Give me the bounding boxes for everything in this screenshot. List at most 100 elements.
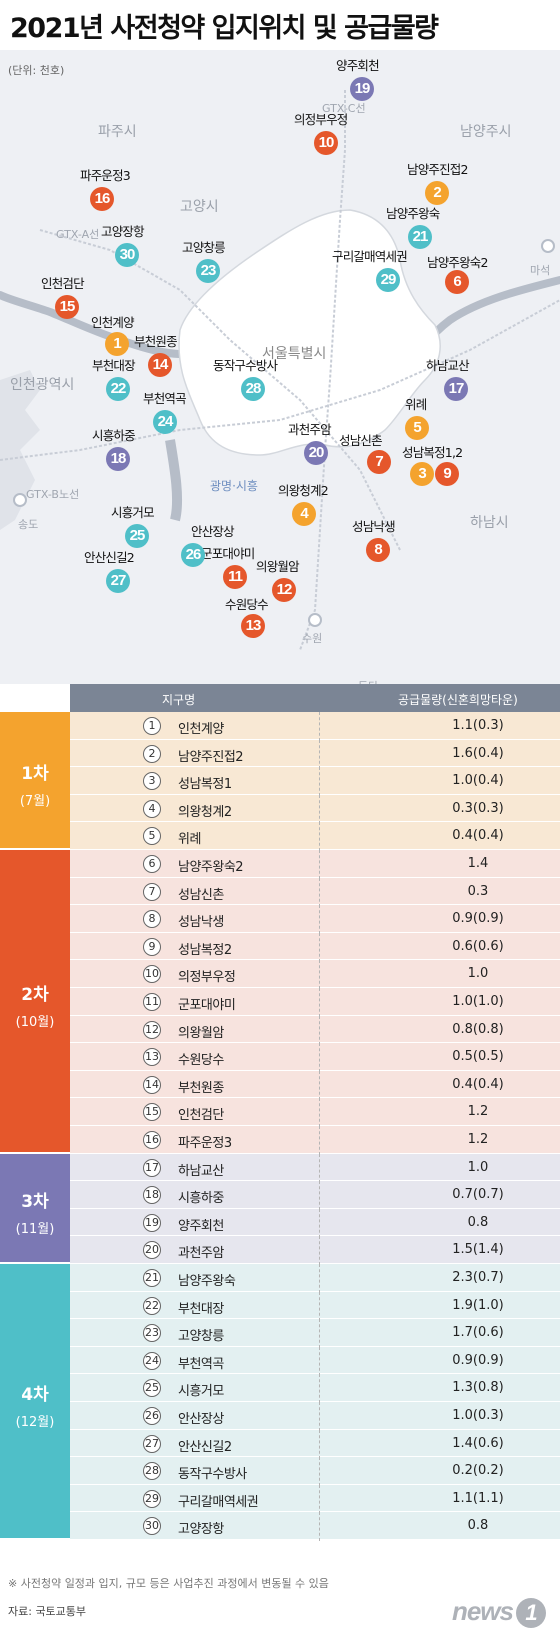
site-number-badge: 18	[106, 447, 130, 471]
supply-amount: 1.9(1.0)	[452, 1297, 504, 1313]
table-row: 8 성남낙생 0.9(0.9)	[70, 905, 560, 935]
column-divider	[319, 1319, 320, 1349]
site-number-badge: 2	[425, 181, 449, 205]
site-number-badge: 13	[241, 614, 265, 638]
row-number-badge: 9	[143, 937, 161, 956]
supply-amount: 1.3(0.8)	[452, 1380, 504, 1396]
site-label: 성남복정1,2	[402, 445, 463, 460]
round-month: (7월)	[19, 794, 51, 809]
supply-amount: 0.2(0.2)	[452, 1463, 504, 1479]
news1-logo: news 1	[452, 1596, 546, 1629]
column-divider	[319, 1181, 320, 1211]
district-name: 인천계양	[178, 722, 224, 737]
supply-amount: 0.6(0.6)	[452, 938, 504, 954]
row-number-badge: 13	[143, 1048, 161, 1067]
supply-amount: 0.4(0.4)	[452, 828, 504, 844]
table-row: 4 의왕청계2 0.3(0.3)	[70, 794, 560, 824]
row-number-badge: 30	[143, 1517, 161, 1536]
site-number-badge: 9	[435, 462, 459, 486]
station-dot-masuk	[541, 239, 555, 253]
supply-amount: 1.2	[467, 1132, 489, 1147]
table-row: 3 성남복정1 1.0(0.4)	[70, 767, 560, 797]
column-divider	[319, 712, 320, 741]
district-name: 의왕월암	[178, 1025, 224, 1041]
table-row: 17 하남교산 1.0	[70, 1153, 560, 1183]
site-number-badge: 8	[366, 538, 390, 562]
supply-amount: 1.4	[467, 856, 489, 871]
row-number-badge: 17	[143, 1158, 161, 1177]
round-label-3: 3차 (11월)	[0, 1153, 70, 1264]
district-name: 남양주왕숙2	[178, 860, 244, 875]
district-name: 인천검단	[178, 1108, 224, 1124]
table-row: 27 안산신길2 1.4(0.6)	[70, 1429, 560, 1459]
column-divider	[319, 850, 320, 879]
table-row: 18 시흥하중 0.7(0.7)	[70, 1181, 560, 1211]
district-name: 성남신촌	[178, 887, 224, 903]
table-row: 30 고양장항 0.8	[70, 1512, 560, 1542]
supply-amount: 1.0(0.3)	[452, 1408, 504, 1423]
column-divider	[319, 1457, 320, 1487]
district-name: 시흥하중	[178, 1191, 224, 1207]
row-number-badge: 25	[143, 1379, 161, 1398]
site-label: 부천대장	[92, 358, 136, 373]
site-number-badge: 25	[125, 524, 149, 548]
row-number-badge: 2	[143, 744, 161, 763]
column-divider	[319, 1015, 320, 1045]
site-number-badge: 3	[410, 462, 434, 486]
supply-amount: 1.1(1.1)	[452, 1490, 504, 1506]
row-number-badge: 4	[143, 799, 161, 818]
region-dongtan: 동탄	[358, 678, 378, 684]
site-number-badge: 24	[153, 410, 177, 434]
column-divider	[319, 1070, 320, 1100]
column-divider	[319, 1512, 320, 1542]
site-label: 시흥거모	[111, 505, 155, 520]
supply-amount: 1.4(0.6)	[452, 1435, 504, 1451]
table-row: 28 동작구수방사 0.2(0.2)	[70, 1457, 560, 1487]
table-row: 10 의정부우정 1.0	[70, 960, 560, 990]
supply-amount: 1.5(1.4)	[452, 1242, 504, 1258]
column-divider	[319, 1126, 320, 1155]
site-label: 의왕월암	[256, 559, 300, 574]
site-number-badge: 23	[196, 259, 220, 283]
site-label: 구리갈매역세권	[332, 249, 408, 264]
supply-amount: 0.7(0.7)	[452, 1187, 504, 1203]
site-label: 고양창릉	[182, 240, 226, 255]
round-label-4: 4차 (12월)	[0, 1264, 70, 1540]
header-supply: 공급물량(신혼희망타운)	[398, 693, 518, 707]
supply-amount: 1.1(0.3)	[452, 718, 504, 733]
station-dot-suwon	[308, 613, 322, 627]
row-number-badge: 22	[143, 1296, 161, 1315]
supply-amount: 0.5(0.5)	[452, 1049, 504, 1065]
region-paju: 파주시	[98, 124, 137, 140]
site-number-badge: 20	[304, 441, 328, 465]
site-number-badge: 5	[405, 416, 429, 440]
map: 파주시 남양주시 고양시 인천광역시 서울특별시 하남시 광명·시흥 송도 마석…	[0, 50, 560, 684]
column-divider	[319, 822, 320, 852]
site-number-badge: 30	[115, 243, 139, 267]
site-label: 남양주진접2	[407, 162, 468, 177]
line-label-gtx-c: GTX-C선	[322, 102, 366, 115]
column-divider	[319, 988, 320, 1017]
region-masuk: 마석	[530, 264, 551, 277]
supply-amount: 1.0	[467, 966, 489, 982]
page-title: 2021년 사전청약 입지위치 및 공급물량	[10, 13, 439, 44]
column-divider	[319, 1153, 320, 1183]
supply-amount: 1.0	[467, 1159, 489, 1175]
district-name: 의정부우정	[178, 970, 236, 986]
footnote: ※ 사전청약 일정과 입지, 규모 등은 사업추진 과정에서 변동될 수 있음	[8, 1577, 329, 1590]
district-name: 동작구수방사	[178, 1467, 247, 1483]
site-number-badge: 21	[408, 225, 432, 249]
site-label: 시흥하중	[92, 428, 136, 443]
row-number-badge: 7	[143, 882, 161, 901]
table-header: 지구명 공급물량(신혼희망타운)	[70, 684, 560, 712]
supply-amount: 1.6(0.4)	[452, 745, 504, 761]
site-number-badge: 12	[272, 578, 296, 602]
district-name: 부천대장	[178, 1301, 224, 1317]
site-number-badge: 1	[105, 332, 129, 356]
supply-amount: 0.8(0.8)	[452, 1021, 504, 1037]
gtx-c-line	[299, 90, 346, 651]
table-row: 15 인천검단 1.2	[70, 1098, 560, 1128]
supply-amount: 0.8	[467, 1214, 489, 1230]
table-row: 5 위례 0.4(0.4)	[70, 822, 560, 852]
supply-amount: 0.3(0.3)	[452, 800, 504, 816]
